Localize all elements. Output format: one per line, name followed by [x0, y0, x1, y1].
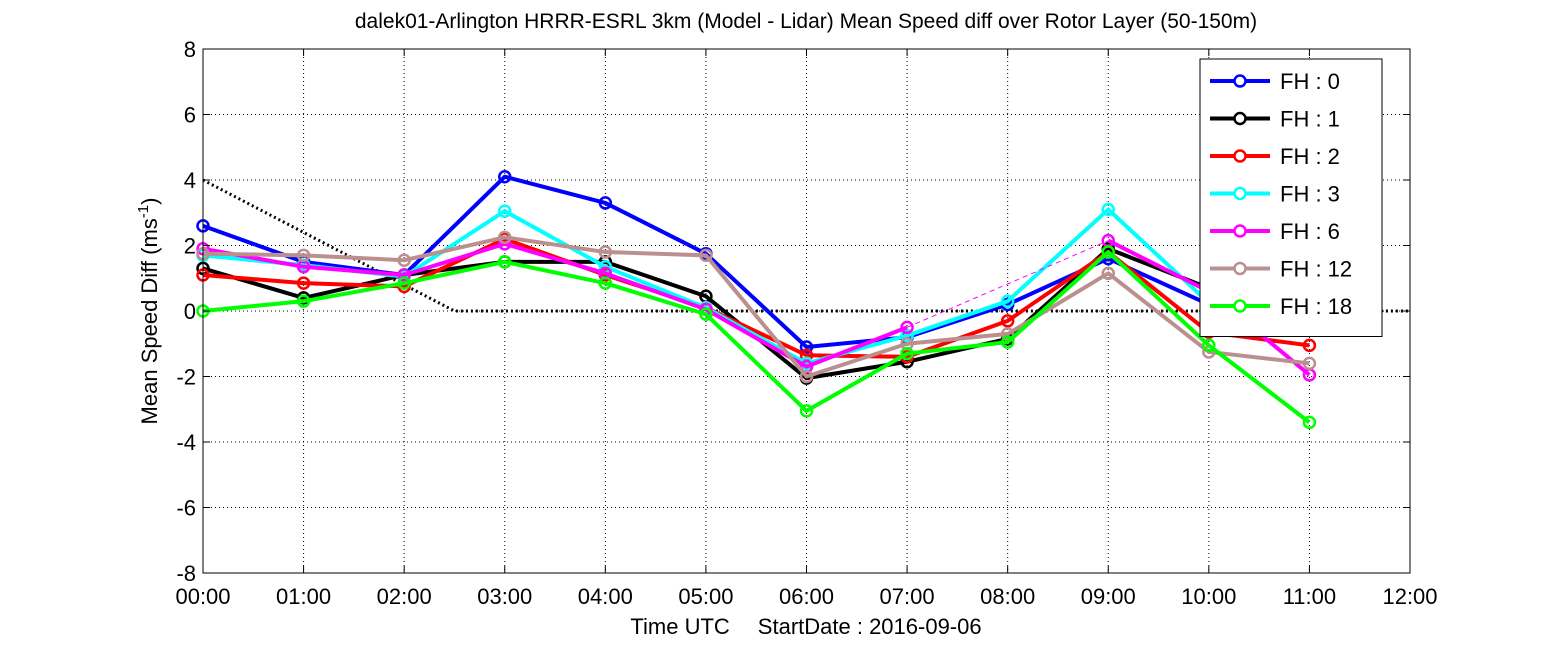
x-axis-start-date: StartDate : 2016-09-06: [758, 614, 982, 639]
y-tick-label: 8: [184, 37, 196, 62]
x-tick-label: 12:00: [1382, 584, 1437, 609]
data-point: [397, 276, 411, 290]
data-point: [900, 328, 914, 343]
data-point: [799, 404, 814, 418]
x-axis-label: Time UTC: [630, 614, 730, 639]
data-point: [1000, 314, 1015, 328]
data-point: [900, 320, 914, 335]
y-tick-labels: -8 -6 -4 -2 0 2 4 6 8: [176, 37, 196, 586]
y-tick-label: -6: [176, 496, 196, 521]
y-axis-label-close: ): [137, 198, 162, 205]
data-point: [1000, 294, 1015, 308]
legend-swatch-marker: [1233, 74, 1247, 88]
y-tick-label: -4: [176, 430, 196, 455]
reference-line-layer: [202, 178, 1410, 313]
x-tick-label: 05:00: [678, 584, 733, 609]
legend-label: FH : 12: [1280, 257, 1352, 282]
data-point: [598, 196, 613, 210]
legend-swatch-marker: [1233, 299, 1247, 313]
legend-box: [1199, 58, 1383, 337]
y-tick-label: 0: [184, 299, 196, 324]
legend-swatch-marker: [1233, 111, 1247, 126]
grid: [203, 49, 1410, 573]
legend-label: FH : 18: [1280, 294, 1352, 319]
x-tick-label: 07:00: [880, 584, 935, 609]
series-line: [202, 235, 1310, 379]
data-point: [1302, 415, 1317, 430]
legend-label: FH : 3: [1280, 182, 1340, 207]
data-point: [799, 340, 814, 354]
series-gap-connector: [906, 240, 1109, 328]
y-tick-label: -2: [176, 365, 196, 390]
y-tick-label: -8: [176, 561, 196, 586]
reference-line: [202, 178, 1410, 313]
data-point: [296, 248, 311, 263]
x-tick-label: 03:00: [477, 584, 532, 609]
series-layer: [196, 169, 1317, 430]
data-point: [799, 369, 814, 384]
data-point: [598, 245, 613, 259]
y-axis-title: Mean Speed Diff (ms-1): [135, 198, 162, 425]
x-axis-title: Time UTC StartDate : 2016-09-06: [630, 614, 981, 639]
x-tick-label: 09:00: [1081, 584, 1136, 609]
series-fh-12: [196, 230, 1317, 384]
data-point: [900, 346, 914, 361]
data-point: [498, 169, 512, 184]
data-point: [397, 253, 411, 267]
data-point: [1302, 338, 1317, 353]
data-point: [498, 255, 512, 269]
data-point: [296, 294, 311, 308]
data-point: [296, 276, 311, 290]
legend-label: FH : 2: [1280, 144, 1340, 169]
x-tick-label: 02:00: [377, 584, 432, 609]
x-tick-label: 08:00: [980, 584, 1035, 609]
series-fh-18: [196, 245, 1317, 430]
y-tick-label: 6: [184, 103, 196, 128]
data-point: [397, 268, 411, 282]
legend-swatch-marker: [1233, 261, 1247, 276]
legend-label: FH : 1: [1280, 107, 1340, 132]
y-axis-label: Mean Speed Diff (ms: [137, 218, 162, 424]
data-point: [1101, 266, 1115, 281]
x-tick-label: 01:00: [276, 584, 331, 609]
x-tick-label: 00:00: [175, 584, 230, 609]
x-tick-label: 06:00: [779, 584, 834, 609]
data-point: [1202, 338, 1216, 353]
axis-ticks: [202, 48, 1411, 574]
legend-label: FH : 6: [1280, 219, 1340, 244]
data-point: [1101, 245, 1115, 259]
series-line: [202, 250, 1311, 424]
x-tick-label: 11:00: [1283, 584, 1336, 609]
data-point: [1302, 356, 1317, 371]
data-point: [1000, 335, 1015, 349]
x-tick-label: 10:00: [1181, 584, 1236, 609]
x-tick-labels: 00:00 01:00 02:00 03:00 04:00 05:00 06:00 07:00…: [175, 584, 1437, 609]
legend-swatch-marker: [1233, 149, 1247, 163]
data-point: [699, 307, 713, 322]
x-tick-label: 04:00: [578, 584, 633, 609]
data-point: [699, 248, 713, 263]
data-point: [1101, 202, 1115, 217]
data-point: [598, 276, 613, 290]
legend-swatch-marker: [1233, 186, 1247, 201]
chart-title: dalek01-Arlington HRRR-ESRL 3km (Model -…: [355, 10, 1257, 33]
y-axis-unit-exponent: -1: [135, 205, 152, 218]
data-point: [1000, 327, 1015, 341]
y-tick-label: 4: [184, 168, 196, 193]
data-point: [498, 204, 512, 218]
y-tick-label: 2: [184, 234, 196, 259]
legend-swatch-marker: [1233, 224, 1247, 238]
legend: FH : 0 FH : 1 FH : 2 FH : 3 FH : 6 FH : 12 FH …: [1199, 58, 1383, 337]
data-point: [498, 230, 512, 245]
legend-label: FH : 0: [1280, 69, 1340, 94]
